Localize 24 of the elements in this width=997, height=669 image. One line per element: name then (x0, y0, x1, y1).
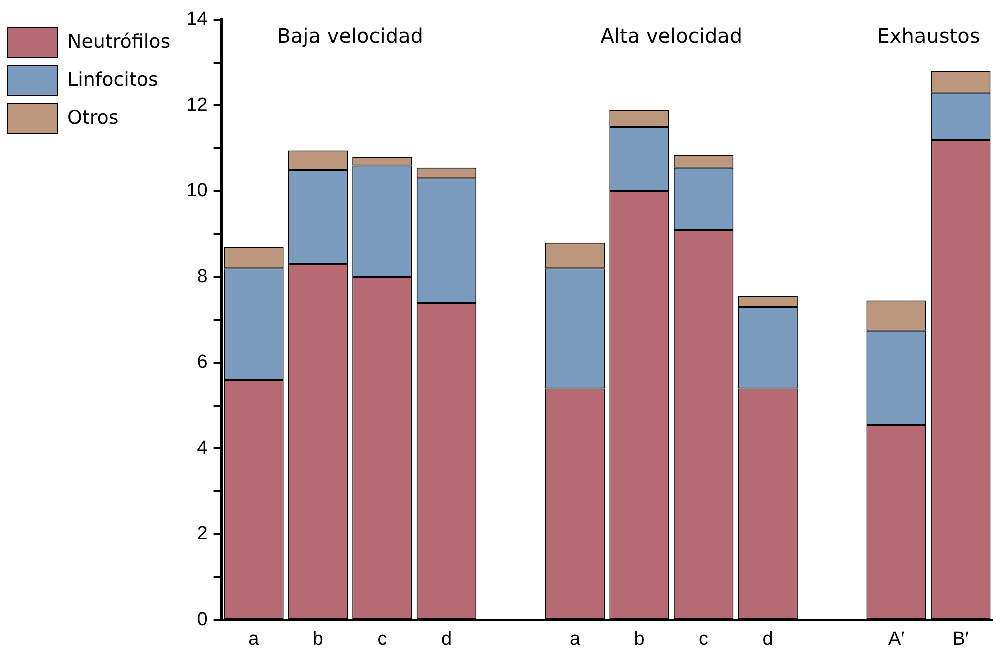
y-tick-label: 14 (186, 9, 208, 30)
x-tick-label: a (248, 628, 260, 650)
y-tick-label: 0 (197, 609, 208, 630)
x-tick-label: a (570, 628, 581, 650)
x-tick-label: d (762, 628, 774, 650)
y-tick-label: 8 (197, 266, 208, 288)
x-tick-label: c (699, 628, 709, 650)
x-tick-label: b (634, 628, 645, 650)
legend-label: Linfocitos (68, 68, 158, 91)
y-tick-label: 4 (197, 438, 208, 459)
legend-label: Otros (68, 106, 119, 129)
x-tick-label: d (441, 628, 452, 650)
x-tick-label: b (312, 628, 324, 650)
annotation: Alta velocidad (600, 24, 743, 48)
y-tick-label: 6 (197, 352, 208, 374)
y-tick-label: 10 (186, 180, 208, 202)
legend-label: Neutrófilos (68, 30, 171, 53)
annotation: Exhaustos (877, 24, 980, 48)
y-tick-label: 12 (186, 94, 208, 116)
x-tick-label: B′ (952, 628, 970, 650)
x-tick-label: c (378, 628, 388, 650)
annotation: Baja velocidad (277, 24, 424, 48)
x-tick-label: A′ (888, 628, 906, 650)
y-tick-label: 2 (197, 524, 208, 545)
